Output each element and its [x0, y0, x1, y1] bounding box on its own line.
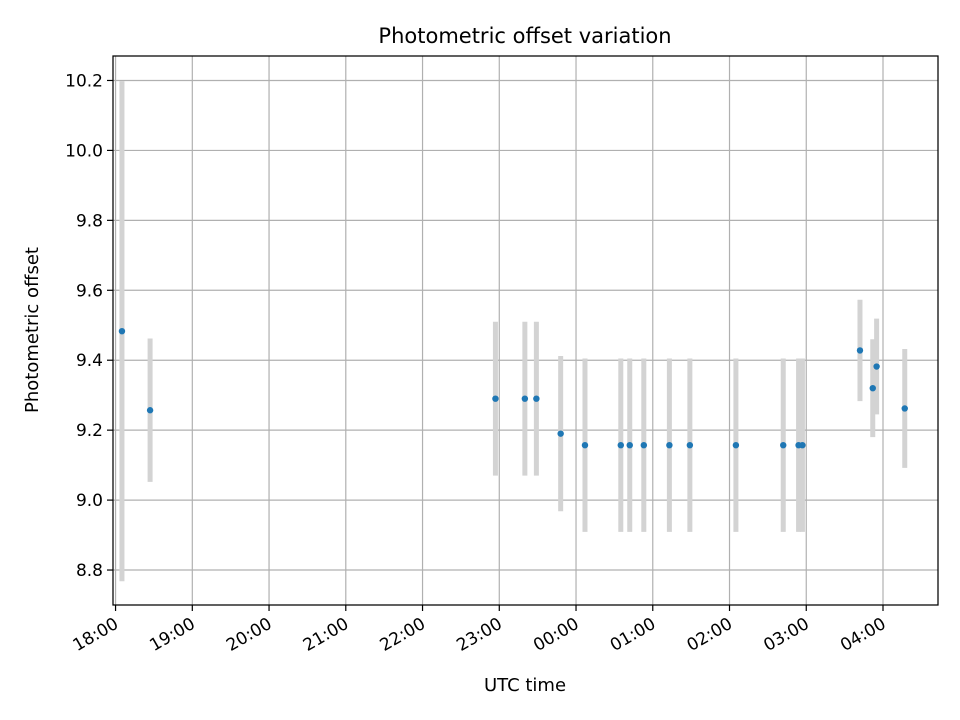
data-point	[780, 441, 787, 449]
data-point	[146, 407, 154, 414]
data-point	[873, 363, 880, 370]
y-axis: 8.8 9.0 9.2 9.4 9.6 9.8 10.0 10.2	[65, 71, 113, 581]
y-tick-label: 9.2	[76, 421, 103, 441]
data-point	[640, 441, 648, 449]
y-tick-label: 9.8	[76, 211, 103, 231]
data-point	[617, 441, 624, 449]
y-tick-label: 10.2	[65, 71, 103, 91]
data-point	[901, 405, 908, 412]
data-point	[799, 441, 806, 449]
data-point	[732, 441, 740, 449]
data-point	[533, 395, 540, 402]
data-point	[118, 327, 126, 335]
y-tick-label: 9.6	[76, 281, 103, 301]
chart-title: Photometric offset variation	[378, 24, 671, 48]
y-tick-label: 9.0	[76, 491, 103, 511]
data-point	[557, 430, 564, 437]
y-axis-label: Photometric offset	[22, 247, 43, 413]
data-point	[666, 441, 673, 449]
data-point	[492, 395, 499, 402]
plot-frame	[112, 55, 939, 606]
data-point	[686, 441, 694, 449]
data-point	[521, 395, 529, 402]
data-point	[581, 441, 589, 449]
data-point	[856, 347, 864, 354]
y-tick-label: 8.8	[76, 561, 103, 581]
x-axis-label: UTC time	[484, 675, 566, 696]
data-point	[869, 384, 876, 392]
data-points	[118, 327, 908, 449]
y-tick-label: 9.4	[76, 351, 103, 371]
y-tick-label: 10.0	[65, 141, 103, 161]
data-point	[626, 441, 633, 449]
